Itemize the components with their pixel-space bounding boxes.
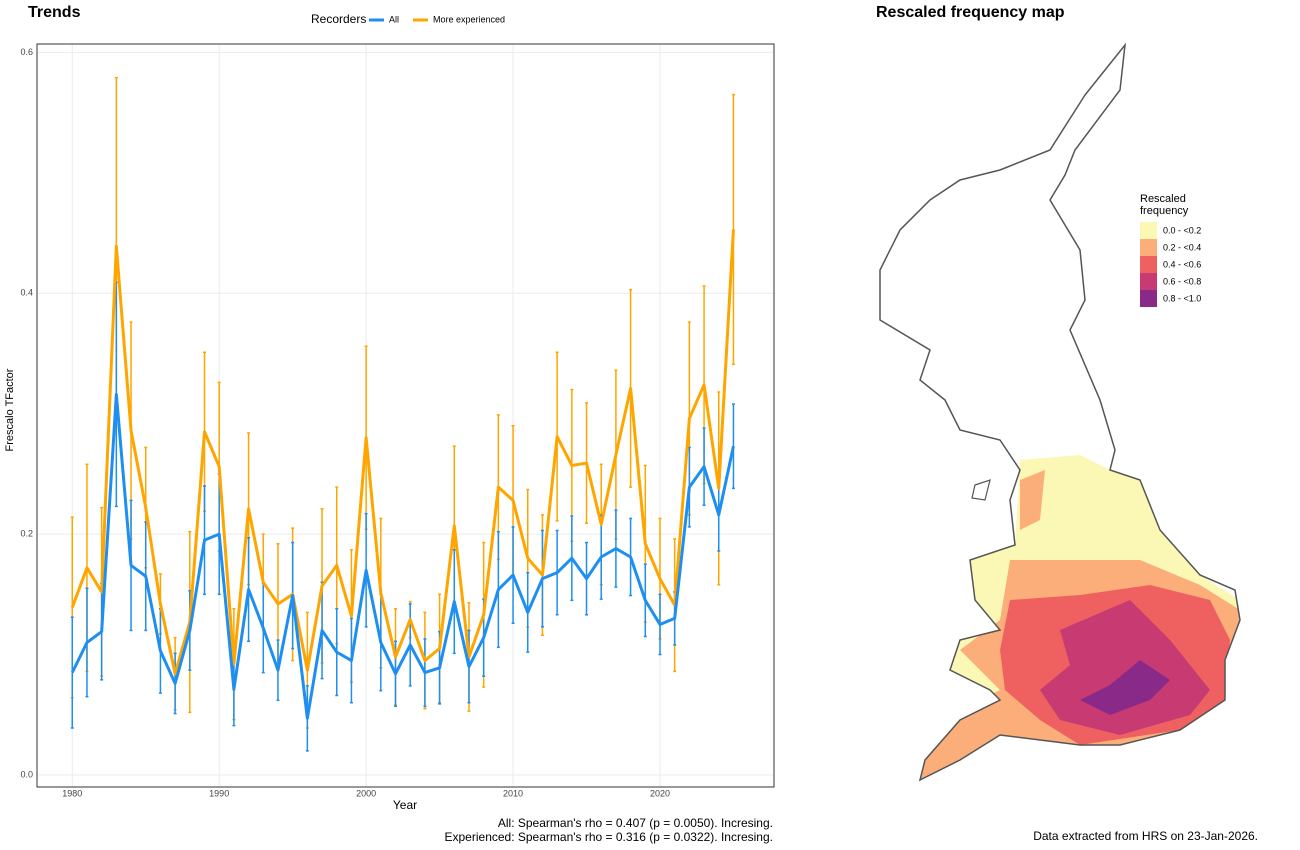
legend-label: 0.8 - <1.0 <box>1163 293 1201 303</box>
x-tick-label: 2010 <box>503 788 523 798</box>
legend-swatch <box>1140 222 1157 239</box>
annotation: All: Spearman's rho = 0.407 (p = 0.0050)… <box>498 816 773 830</box>
island <box>971 479 991 501</box>
plot <box>37 44 774 787</box>
y-tick-label: 0.2 <box>20 528 33 538</box>
x-tick-label: 1990 <box>209 788 229 798</box>
map-legend-title: frequency <box>1140 205 1189 217</box>
y-tick-label: 0.6 <box>20 47 33 57</box>
legend-label: 0.2 - <0.4 <box>1163 242 1201 252</box>
legend-swatch <box>1140 256 1157 273</box>
legend-label: 0.0 - <0.2 <box>1163 225 1201 235</box>
legend-label: More experienced <box>433 14 505 24</box>
y-tick-label: 0.0 <box>20 769 33 779</box>
x-tick-label: 1980 <box>62 788 82 798</box>
annotation: Experienced: Spearman's rho = 0.316 (p =… <box>445 830 774 844</box>
legend-swatch <box>1140 239 1157 256</box>
legend-title: Recorders <box>311 12 366 26</box>
map-title: Rescaled frequency map <box>876 4 1065 21</box>
map-fill <box>900 455 1240 780</box>
legend-label: 0.4 - <0.6 <box>1163 259 1201 269</box>
x-tick-label: 2020 <box>650 788 670 798</box>
x-axis-title: Year <box>393 798 417 812</box>
legend-swatch <box>1140 273 1157 290</box>
y-tick-label: 0.4 <box>20 288 33 298</box>
series-line <box>70 392 735 720</box>
map-legend: 0.0 - <0.2 0.2 - <0.4 0.4 - <0.6 0.6 - <0.8… <box>1140 222 1201 307</box>
series-line <box>70 229 735 676</box>
x-tick-label: 2000 <box>356 788 376 798</box>
map-legend-title: Rescaled <box>1140 193 1186 205</box>
map-note: Data extracted from HRS on 23-Jan-2026. <box>1033 829 1258 843</box>
legend-label: All <box>389 14 399 24</box>
y-axis-title: Frescalo TFactor <box>4 368 16 451</box>
chart-title: Trends <box>28 4 81 21</box>
legend-label: 0.6 - <0.8 <box>1163 276 1201 286</box>
plot-border <box>36 43 775 788</box>
map-outline <box>879 42 1241 782</box>
legend-swatch <box>1140 290 1157 307</box>
